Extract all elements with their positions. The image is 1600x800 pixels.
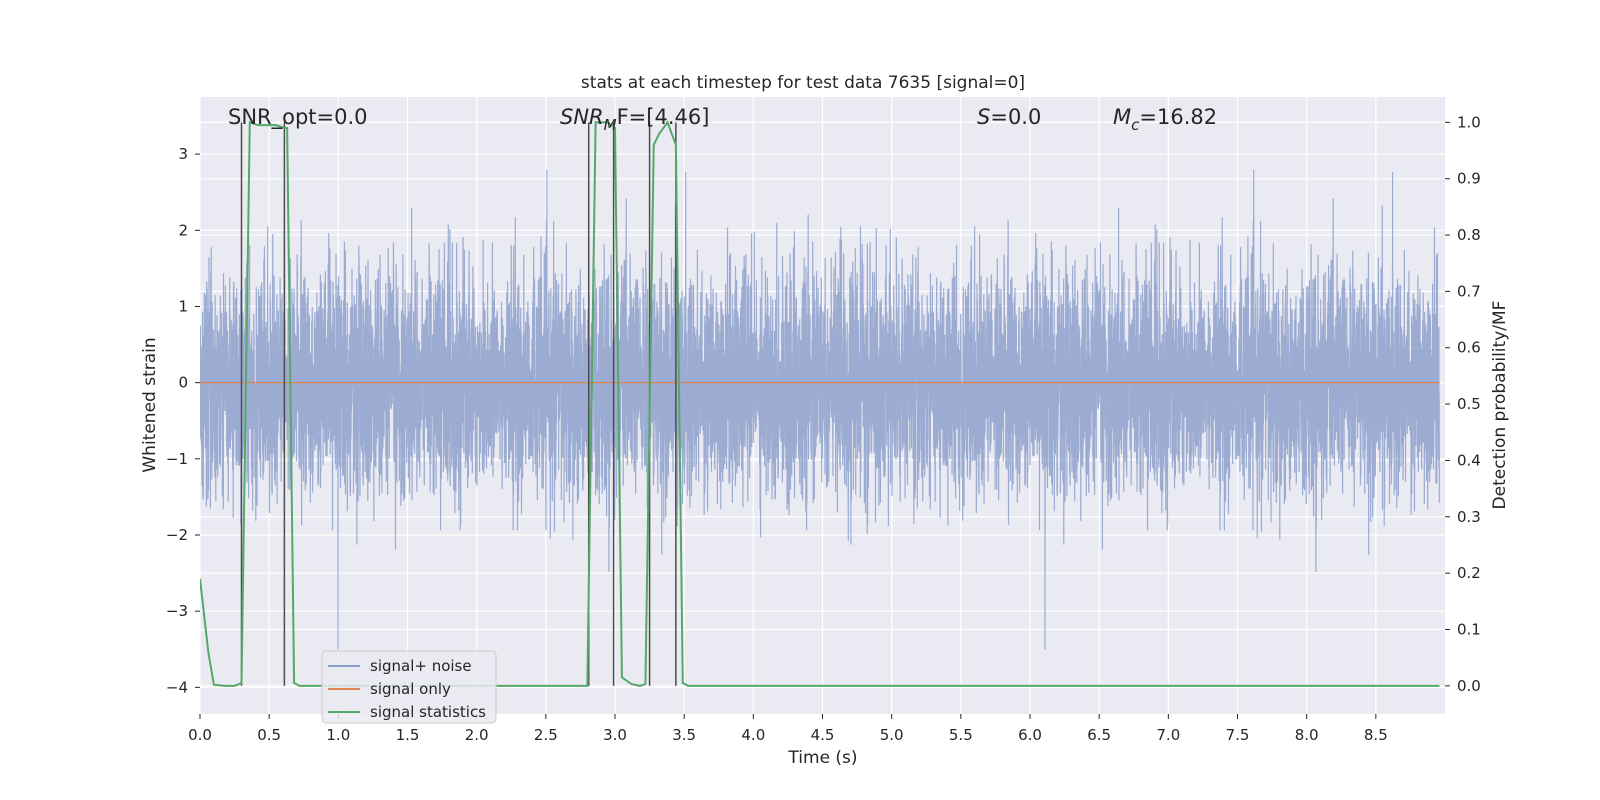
- legend-box: [321, 650, 497, 724]
- annotation-subscript: c: [1131, 116, 1140, 134]
- x-tick-label: 6.5: [1087, 726, 1111, 744]
- x-tick-label: 4.0: [741, 726, 765, 744]
- x-tick-label: 7.0: [1156, 726, 1180, 744]
- x-tick-label: 5.0: [880, 726, 904, 744]
- x-tick-label: 5.5: [949, 726, 973, 744]
- x-tick-label: 0.5: [257, 726, 281, 744]
- annotation-value: =0.0: [990, 105, 1041, 129]
- legend-label: signal only: [370, 680, 451, 698]
- y2-tick-label: 0.2: [1457, 564, 1481, 582]
- y2-tick-label: 0.6: [1457, 339, 1481, 357]
- series-signal-statistics-line: [200, 120, 1440, 687]
- y-tick-label: −4: [166, 678, 188, 696]
- x-tick-label: 6.0: [1018, 726, 1042, 744]
- x-tick-label: 7.5: [1226, 726, 1250, 744]
- legend: signal+ noise signal only signal statistic…: [321, 650, 497, 724]
- x-tick-label: 4.5: [811, 726, 835, 744]
- annotation-value: F=[4.46]: [617, 105, 710, 129]
- y2-tick-label: 0.1: [1457, 620, 1481, 638]
- snr-mf-annotation: SNRMF=[4.46]: [560, 105, 709, 134]
- y2-tick-label: 1.0: [1457, 113, 1481, 131]
- y2-tick-label: 0.5: [1457, 395, 1481, 413]
- y-tick-label: 1: [178, 297, 188, 315]
- s-annotation: S=0.0: [977, 105, 1041, 129]
- x-tick-label: 8.0: [1295, 726, 1319, 744]
- x-tick-label: 8.5: [1364, 726, 1388, 744]
- x-axis-label: Time (s): [787, 748, 857, 768]
- annotation-subscript: M: [604, 116, 617, 134]
- y2-tick-label: 0.7: [1457, 282, 1481, 300]
- y-tick-label: 0: [178, 374, 188, 392]
- y-tick-label: −1: [166, 450, 188, 468]
- annotation-symbol: SNR_opt=0.0: [228, 105, 368, 130]
- chart-title: stats at each timestep for test data 763…: [581, 73, 1025, 93]
- series-signal-noise-line: [200, 169, 1440, 650]
- axes: 0.0 0.5 1.0 1.5 2.0 2.5 3.0 3.5 4.0 4.5 5.0 5.5 6.0 6…: [166, 113, 1481, 744]
- x-tick-label: 3.5: [672, 726, 696, 744]
- y2-tick-label: 0.3: [1457, 508, 1481, 526]
- snr-opt-annotation: SNR_opt=0.0: [228, 105, 368, 130]
- y-axis-label: Whitened strain: [140, 337, 160, 472]
- annotation-symbol: SNR: [560, 105, 604, 129]
- annotation-symbol: M: [1113, 105, 1131, 129]
- y2-tick-label: 0.0: [1457, 677, 1481, 695]
- y2-tick-label: 0.9: [1457, 170, 1481, 188]
- annotation-value: =16.82: [1139, 105, 1217, 129]
- mc-annotation: Mc=16.82: [1113, 105, 1217, 134]
- x-tick-label: 1.5: [396, 726, 420, 744]
- x-tick-label: 1.0: [326, 726, 350, 744]
- y-tick-label: −2: [166, 526, 188, 544]
- x-tick-label: 0.0: [188, 726, 212, 744]
- plot-data: [200, 120, 1440, 687]
- x-tick-label: 2.0: [465, 726, 489, 744]
- legend-label: signal+ noise: [370, 657, 472, 675]
- x-tick-label: 2.5: [534, 726, 558, 744]
- y2-tick-label: 0.8: [1457, 226, 1481, 244]
- y-tick-label: 2: [178, 221, 188, 239]
- legend-label: signal statistics: [370, 703, 486, 721]
- y-tick-label: 3: [178, 145, 188, 163]
- y2-axis-label: Detection probability/MF: [1490, 301, 1510, 510]
- annotation-symbol: S: [977, 105, 990, 129]
- x-tick-label: 3.0: [603, 726, 627, 744]
- annotations: SNR_opt=0.0 SNRMF=[4.46] S=0.0 Mc=16.82: [228, 105, 1217, 134]
- y2-tick-label: 0.4: [1457, 451, 1481, 469]
- y-tick-label: −3: [166, 602, 188, 620]
